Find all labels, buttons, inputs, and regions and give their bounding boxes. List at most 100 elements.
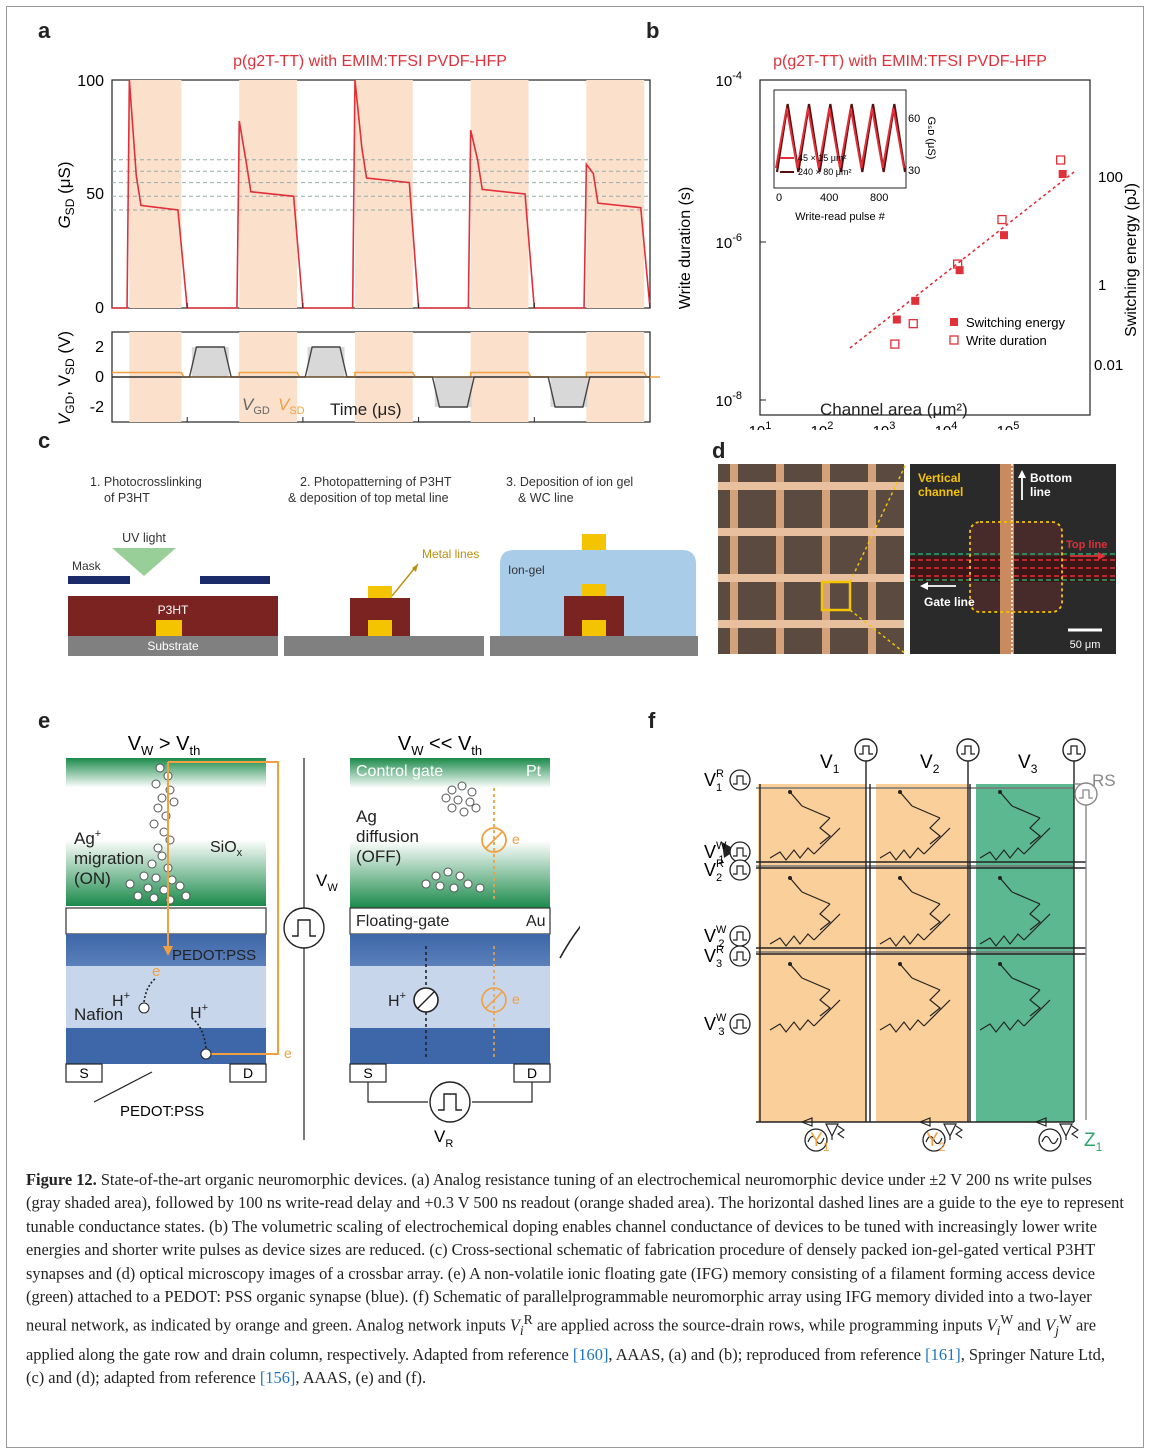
ag-ion-dot [153,843,163,853]
tick-label: 2 [95,339,104,356]
ag-ion-dot [143,883,153,893]
tick-label: 4 [530,429,539,430]
panel-e-schematic: VW > Vth VW << Vth Ag+ migration (ON) Si… [65,733,580,1148]
panel-a-title: p(g2T-TT) with EMIM:TFSI PVDF-HFP [233,53,507,70]
cell-switch [999,877,1013,893]
crossbar-micrograph [718,464,904,654]
cell-wire [1011,805,1041,819]
sine-icon [925,1135,943,1145]
cell-wire [801,977,831,991]
tick-label: 5 [646,429,655,430]
pulse-icon [733,931,747,941]
amplifier-icon [1034,1117,1047,1127]
ag-ion-dot [455,871,465,881]
tick-label: 400 [820,192,838,204]
cell-switch [789,963,803,979]
row-label: VW 3 [704,1012,727,1038]
sine-icon [807,1135,825,1145]
bottom-electrode-line [822,464,830,654]
col-v3-label: V3 [1018,752,1038,776]
tick-label: 103 [873,420,896,430]
step1-label: 1. Photocrosslinking [90,475,202,489]
pedot-bottom-label: PEDOT:PSS [120,1103,204,1120]
ag-ion-dot [441,793,451,803]
bottom-line-label-2: line [1030,485,1051,499]
panel-a-xlabel: Time (μs) [330,400,402,419]
ag-ion-dot [149,819,159,829]
pulse-icon [1067,745,1081,755]
tick-label: 102 [811,420,834,430]
resistor-icon [1029,903,1041,931]
legend-switching-energy: Switching energy [966,315,1065,330]
ref-156-link[interactable]: [156] [259,1368,296,1387]
tick-label: 104 [935,420,958,430]
bottom-line-label: Bottom [1030,471,1072,485]
ref-161-link[interactable]: [161] [925,1344,961,1364]
electron-label: e [152,963,160,980]
output-y2-label: Y2 [926,1130,946,1154]
arrow-down-icon [163,946,173,956]
resistor-icon [979,1019,1025,1033]
curved-arrow-head [722,842,736,858]
uv-light-label: UV light [122,531,166,545]
legend-vgd: VGD [242,395,270,417]
figure-frame [6,6,1144,1448]
row-label: VR 1 [704,768,724,794]
write-duration-point [890,339,900,349]
scale-bar-label: 50 μm [1070,639,1101,651]
pt-label: Pt [526,763,542,780]
cell-wire [813,999,841,1027]
tick-label: 0 [776,192,782,204]
cell-node [998,790,1002,794]
panel-c-schematic: 1. Photocrosslinking of P3HT 2. Photopat… [68,475,698,656]
resistor-icon [819,989,831,1017]
read-shade [586,80,645,308]
panel-f-array: V1 V2 V3 RS VR 1 VW 1VR 2 VW 2VR 3 VW 3 Y1 Y2 Z1 [704,738,1116,1154]
rs-source: RS [1074,771,1116,1120]
floating-gate-label: Floating-gate [356,913,449,930]
hplus-label-3: H+ [388,990,406,1010]
ag-ion-dot [181,891,191,901]
cell-wire [813,913,841,941]
amplifier-icon [943,1123,957,1138]
ag-ion-dot [157,793,167,803]
switching-energy-point [911,296,920,305]
drain-label-2: D [527,1065,537,1081]
ag-diffusion-label: Ag [356,807,377,826]
column-orange-2 [876,784,968,1122]
row-pulse-source [729,945,751,967]
panel-a-x-ticks: 1 2 3 4 5 [183,303,655,430]
panel-b-data-points [890,155,1067,349]
caption-text: are applied along the gate row and drain… [26,1315,1096,1364]
ag-ion-dot [159,827,169,837]
panel-b-y-ticks: 10-4 10-6 10-8 [716,70,742,410]
top-electrode-line [718,620,904,628]
panel-a-chart: p(g2T-TT) with EMIM:TFSI PVDF-HFP 0 50 1… [55,53,660,430]
panel-letter-d: d [712,438,726,463]
vw-source: VW [283,758,338,1140]
ag-ion-dot [169,797,179,807]
arrow-right-icon [1098,552,1106,560]
ref-160-link[interactable]: [160] [572,1344,609,1364]
col-v2-label: V2 [920,752,940,776]
row-label: VW 2 [704,924,727,950]
arrow-up-icon [1018,470,1026,478]
cell-wire [1023,999,1051,1027]
bottom-electrode-line [776,464,784,654]
pulse-icon [733,951,747,961]
resistor-icon [929,817,941,845]
row-label: VR 2 [704,858,724,884]
resistor-icon [769,933,815,947]
row-pulse-source [729,859,751,881]
panel-b-right-ticks: 100 1 0.01 [1094,169,1123,374]
tick-label: 10-4 [716,70,742,90]
panel-b-legend: Switching energy Write duration [949,315,1065,348]
legend-write-duration: Write duration [966,333,1047,348]
ag-ion-dot [471,803,481,813]
caption-text: State-of-the-art organic neuromorphic de… [26,1170,1124,1335]
tick-label: 100 [1098,169,1123,186]
cell-wire [923,913,951,941]
panel-b-title: p(g2T-TT) with EMIM:TFSI PVDF-HFP [773,53,1047,70]
panel-a-ylabel-bottom: VGD, VSD (V) [55,331,77,425]
cell-wire [923,827,951,855]
